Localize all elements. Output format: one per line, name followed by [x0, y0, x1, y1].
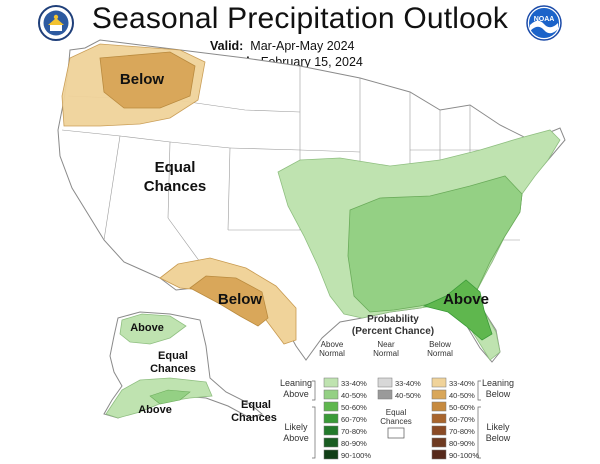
label-below-sw: Below	[218, 291, 263, 308]
legend-below-swatch	[431, 449, 447, 460]
legend-equal-2: Chances	[380, 417, 412, 426]
legend-above-swatch	[323, 377, 339, 388]
label-equal-line1: Equal	[155, 159, 196, 176]
legend-above-range-label: 90-100%	[341, 451, 371, 460]
legend-col-near-1: Near	[377, 340, 395, 349]
legend-below-range-label: 40-50%	[449, 391, 475, 400]
legend-below-range-label: 70-80%	[449, 427, 475, 436]
legend-likely-above-1: Likely	[284, 422, 308, 432]
legend-leaning-below-2: Below	[486, 389, 511, 399]
legend-below-swatch	[431, 425, 447, 436]
legend-likely-below-2: Below	[486, 433, 511, 443]
legend-above-swatch	[323, 449, 339, 460]
label-ak-above-2: Above	[138, 404, 172, 416]
legend-below-swatch	[431, 377, 447, 388]
legend-equal-swatch	[387, 427, 405, 439]
alaska-above-north	[119, 313, 187, 345]
legend-near-range-label: 33-40%	[395, 379, 421, 388]
legend-near-swatches: 33-40% 40-50%	[377, 377, 421, 400]
label-equal-line2: Chances	[144, 178, 207, 195]
legend-col-above-2: Normal	[319, 349, 345, 358]
legend-equal-1: Equal	[386, 408, 407, 417]
legend-likely-below-1: Likely	[486, 422, 510, 432]
legend-above-range-label: 50-60%	[341, 403, 367, 412]
alaska-above-south-inner	[149, 389, 191, 405]
above-region-east-inner	[422, 279, 493, 341]
legend-below-range-label: 80-90%	[449, 439, 475, 448]
legend-likely-above-2: Above	[283, 433, 309, 443]
legend-below-swatches: 33-40% 40-50% 50-60% 60-70% 70-80% 80-90% 90-1…	[431, 377, 479, 460]
legend-below-range-label: 60-70%	[449, 415, 475, 424]
above-region-east-mid	[347, 175, 523, 313]
legend-above-swatch	[323, 437, 339, 448]
label-ak-equal2-line2: Chances	[231, 412, 277, 424]
legend-above-swatch	[323, 425, 339, 436]
legend-below-swatch	[431, 437, 447, 448]
label-ak-equal-line2: Chances	[150, 363, 196, 375]
label-ak-above-1: Above	[130, 322, 164, 334]
map-title: Seasonal Precipitation Outlook	[91, 2, 509, 35]
legend-leaning-above-1: Leaning	[280, 378, 312, 388]
legend-col-near-2: Normal	[373, 349, 399, 358]
valid-label: Valid:	[210, 39, 244, 53]
legend-col-below-1: Below	[429, 340, 451, 349]
legend-below-swatch	[431, 401, 447, 412]
legend-title-line2: (Percent Chance)	[352, 326, 434, 337]
legend-above-swatch	[323, 389, 339, 400]
legend-above-range-label: 33-40%	[341, 379, 367, 388]
legend-near-swatch	[377, 377, 393, 388]
label-ak-equal-line1: Equal	[158, 350, 188, 362]
legend-above-range-label: 60-70%	[341, 415, 367, 424]
legend-below-swatch	[431, 413, 447, 424]
legend-above-swatch	[323, 401, 339, 412]
legend-above-swatch	[323, 413, 339, 424]
below-region-sw-inner	[189, 275, 269, 327]
legend-above-swatches: 33-40% 40-50% 50-60% 60-70% 70-80% 80-90% 90-1…	[323, 377, 371, 460]
legend-below-swatch	[431, 389, 447, 400]
legend-below-range-label: 90-100%	[449, 451, 479, 460]
legend-below-range-label: 50-60%	[449, 403, 475, 412]
legend-near-range-label: 40-50%	[395, 391, 421, 400]
label-ak-equal2-line1: Equal	[241, 399, 271, 411]
noaa-logo-icon: NOAA	[526, 5, 562, 41]
legend-above-range-label: 80-90%	[341, 439, 367, 448]
legend-col-below-2: Normal	[427, 349, 453, 358]
legend: Probability (Percent Chance) Above Norma…	[280, 314, 514, 460]
legend-below-range-label: 33-40%	[449, 379, 475, 388]
legend-above-range-label: 40-50%	[341, 391, 367, 400]
label-above-se: Above	[443, 291, 489, 308]
valid-value: Mar-Apr-May 2024	[250, 39, 355, 53]
legend-leaning-below-1: Leaning	[482, 378, 514, 388]
below-region-nw-inner	[99, 51, 196, 109]
legend-near-swatch	[377, 389, 393, 400]
legend-col-above-1: Above	[321, 340, 344, 349]
legend-title-line1: Probability	[367, 314, 419, 325]
legend-above-range-label: 70-80%	[341, 427, 367, 436]
legend-leaning-above-2: Above	[283, 389, 309, 399]
svg-text:NOAA: NOAA	[534, 16, 555, 23]
doc-seal-icon	[38, 5, 74, 41]
label-below-nw: Below	[120, 71, 165, 88]
